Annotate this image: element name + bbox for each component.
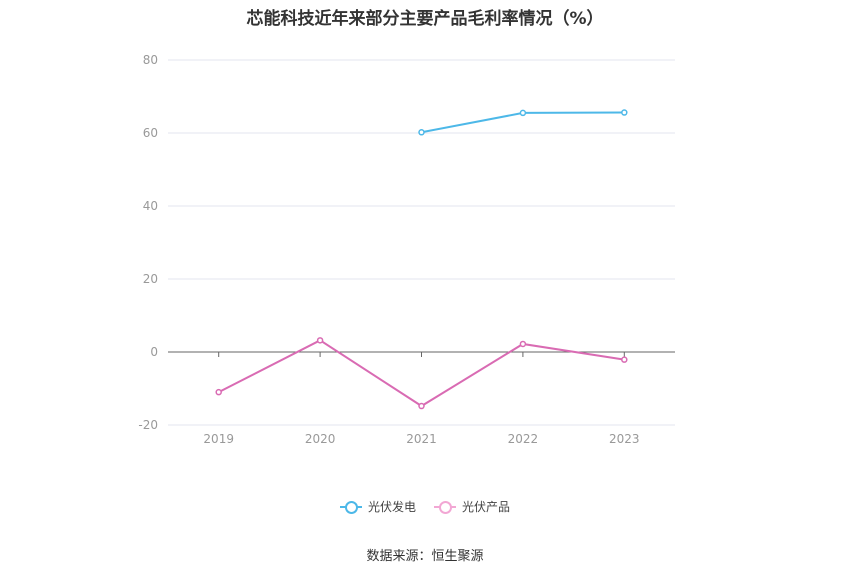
legend-label: 光伏产品 [462, 500, 511, 514]
y-tick-label: 60 [143, 126, 158, 140]
legend-marker-icon [339, 500, 362, 514]
x-tick-label: 2023 [609, 432, 640, 446]
chart-title: 芯能科技近年来部分主要产品毛利率情况（%） [246, 9, 604, 29]
legend-item[interactable]: 光伏发电 [339, 498, 416, 515]
series-line-2 [218, 339, 625, 408]
x-tick-label: 2022 [508, 432, 539, 446]
legend-label: 光伏发电 [367, 500, 416, 514]
data-point [215, 388, 222, 396]
legend-item[interactable]: 光伏产品 [434, 498, 510, 515]
x-tick-label: 2019 [203, 432, 234, 446]
legend-marker-icon [434, 500, 456, 514]
chart-legend: 光伏发电 光伏产品 [0, 498, 850, 515]
data-point [418, 129, 425, 136]
y-tick-label: 20 [143, 272, 158, 286]
data-point [621, 356, 628, 363]
data-point [418, 402, 425, 410]
y-tick-label: -20 [138, 418, 158, 432]
data-point [316, 337, 324, 344]
y-tick-label: 40 [143, 199, 158, 213]
data-point [519, 340, 527, 348]
x-tick-label: 2020 [305, 432, 336, 446]
data-source: 数据来源：恒生聚源 [366, 549, 484, 564]
y-tick-label: 0 [150, 345, 158, 359]
data-point [621, 109, 628, 116]
x-tick-label: 2021 [406, 432, 437, 446]
data-point [519, 109, 527, 117]
y-tick-label: 80 [143, 53, 158, 67]
